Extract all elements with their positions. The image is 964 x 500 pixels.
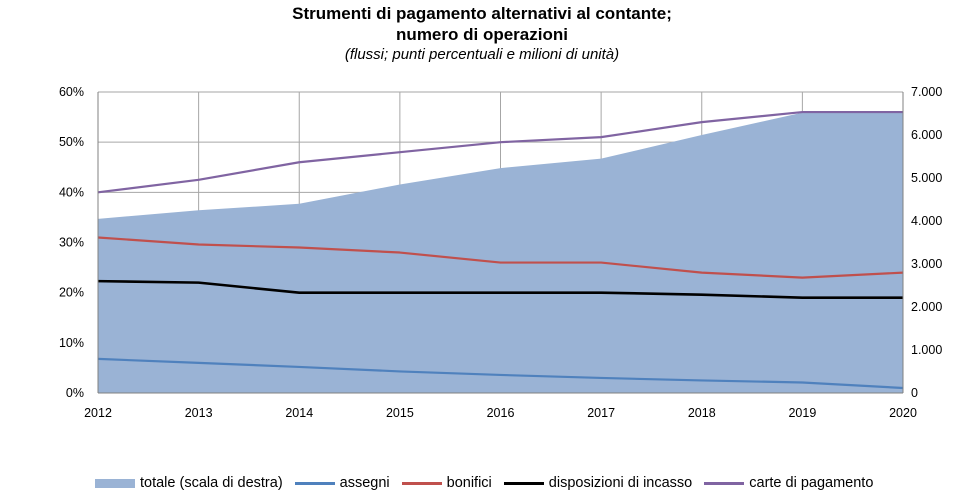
chart-title: Strumenti di pagamento alternativi al co… xyxy=(292,4,672,23)
y-right-tick-label: 6.000 xyxy=(911,128,942,142)
x-tick-label: 2014 xyxy=(285,406,313,420)
x-tick-label: 2012 xyxy=(84,406,112,420)
legend-label-carte: carte di pagamento xyxy=(749,475,874,491)
legend-swatch-bonifici xyxy=(401,481,442,485)
legend-swatch-assegni xyxy=(294,481,335,485)
y-right-tick-label: 5.000 xyxy=(911,171,942,185)
chart-title-line2: numero di operazioni xyxy=(396,25,568,44)
legend-swatch-carte xyxy=(704,481,745,485)
area-totale xyxy=(98,111,903,393)
legend-item-bonifici: bonifici xyxy=(401,475,492,491)
y-left-tick-label: 60% xyxy=(59,85,84,99)
legend: totale (scala di destra) assegni bonific… xyxy=(95,472,955,494)
x-tick-label: 2013 xyxy=(185,406,213,420)
y-right-tick-label: 4.000 xyxy=(911,214,942,228)
y-right-tick-label: 0 xyxy=(911,386,918,400)
legend-label-totale: totale (scala di destra) xyxy=(140,475,283,491)
y-left-tick-label: 20% xyxy=(59,286,84,300)
area-layer xyxy=(98,111,903,393)
x-tick-label: 2016 xyxy=(487,406,515,420)
legend-swatch-totale xyxy=(95,478,135,488)
line-layer xyxy=(97,110,904,390)
legend-label-assegni: assegni xyxy=(339,475,390,491)
y-left-tick-label: 40% xyxy=(59,185,84,199)
legend-item-disposizioni: disposizioni di incasso xyxy=(503,475,693,491)
y-left-tick-label: 50% xyxy=(59,135,84,149)
x-tick-label: 2015 xyxy=(386,406,414,420)
x-tick-label: 2019 xyxy=(788,406,816,420)
line-series-0 xyxy=(97,357,904,390)
line-series-2 xyxy=(97,279,903,299)
line-series-3 xyxy=(97,110,903,194)
y-left-tick-label: 0% xyxy=(66,386,84,400)
legend-label-bonifici: bonifici xyxy=(446,475,492,491)
legend-swatch-disposizioni xyxy=(503,481,544,485)
axis-layer xyxy=(97,92,904,394)
y-right-tick-label: 7.000 xyxy=(911,85,942,99)
line-series-1 xyxy=(97,236,904,279)
x-tick-label: 2020 xyxy=(889,406,917,420)
y-left-tick-label: 10% xyxy=(59,336,84,350)
legend-item-assegni: assegni xyxy=(294,475,390,491)
chart-subtitle: (flussi; punti percentuali e milioni di … xyxy=(344,46,620,63)
chart-svg: 0% 10% 20% 30% 40% 50% 60% 2012 2013 2014 2015 2016… xyxy=(59,85,942,420)
label-layer: 0% 10% 20% 30% 40% 50% 60% 2012 2013 2014 2015 2016… xyxy=(59,85,942,420)
x-tick-label: 2018 xyxy=(688,406,716,420)
legend-item-carte: carte di pagamento xyxy=(704,475,873,491)
y-right-tick-label: 2.000 xyxy=(911,300,942,314)
legend-item-totale: totale (scala di destra) xyxy=(95,475,283,491)
x-tick-label: 2017 xyxy=(587,406,615,420)
y-right-tick-label: 1.000 xyxy=(911,343,942,357)
legend-label-disposizioni: disposizioni di incasso xyxy=(548,475,693,491)
y-left-tick-label: 30% xyxy=(59,236,84,250)
y-right-tick-label: 3.000 xyxy=(911,257,942,271)
chart-title-block: Strumenti di pagamento alternativi al co… xyxy=(0,0,964,64)
